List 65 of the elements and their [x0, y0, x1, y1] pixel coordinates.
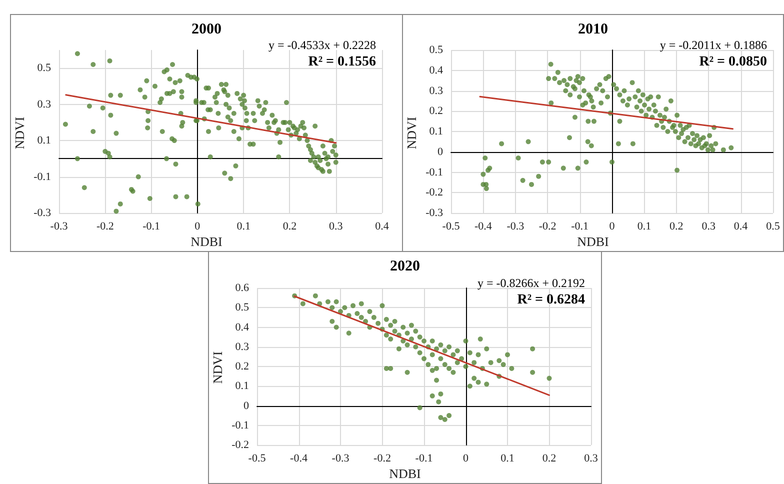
- x-tick-label: -0.5: [248, 452, 266, 464]
- y-tick-label: 0.3: [235, 340, 250, 353]
- y-tick-label: -0.1: [34, 170, 51, 183]
- x-tick-label: 0: [609, 220, 616, 232]
- y-tick-label: 0.5: [235, 302, 250, 314]
- y-tick-label: 0.2: [235, 360, 249, 372]
- x-tick-label: 0.3: [328, 220, 344, 232]
- x-tick-label: -0.3: [50, 220, 68, 232]
- y-tick-label: 0.1: [37, 134, 51, 147]
- x-tick-label: -0.3: [506, 220, 525, 232]
- x-tick-label: 0.2: [542, 452, 556, 464]
- y-tick-label: -0.3: [426, 207, 444, 219]
- x-tick-label: -0.1: [142, 220, 160, 232]
- annotation: R² = 0.1556: [308, 54, 376, 70]
- x-tick-label: -0.2: [96, 220, 114, 232]
- x-tick-label: 0.4: [734, 220, 748, 232]
- x-tick-label: -0.1: [415, 452, 433, 464]
- x-tick-label: 0.2: [282, 220, 297, 232]
- x-axis-title: NDBI: [577, 234, 609, 249]
- x-tick-label: -0.2: [374, 452, 391, 464]
- y-axis-title: NDVI: [404, 116, 419, 150]
- x-tick-label: -0.4: [474, 220, 492, 232]
- x-axis-title: NDBI: [190, 234, 222, 249]
- y-tick-label: -0.2: [426, 186, 443, 199]
- y-tick-label: 0.1: [235, 380, 249, 392]
- annotation: y = -0.2011x + 0.1886: [660, 38, 768, 52]
- y-tick-label: -0.2: [232, 439, 249, 451]
- y-tick-label: 0.4: [235, 321, 250, 334]
- chart-title: 2000: [192, 22, 222, 38]
- y-axis-title: NDVI: [210, 351, 225, 384]
- annotation: R² = 0.0850: [699, 54, 768, 70]
- y-tick-label: 0.1: [429, 126, 443, 138]
- annotation: y = -0.4533x + 0.2228: [268, 38, 376, 52]
- x-tick-label: 0: [194, 220, 201, 232]
- x-axis-title: NDBI: [389, 466, 421, 481]
- y-tick-label: 0.5: [37, 62, 52, 74]
- x-tick-label: 0.5: [766, 220, 780, 232]
- x-tick-label: 0.1: [500, 452, 514, 464]
- x-tick-label: -0.2: [538, 220, 556, 232]
- x-tick-label: 0.3: [584, 452, 598, 464]
- chart-title: 2010: [578, 22, 608, 38]
- y-tick-label: 0.4: [429, 64, 444, 76]
- x-tick-label: -0.5: [442, 220, 460, 232]
- y-tick-label: 0.5: [429, 44, 444, 56]
- x-tick-label: 0: [463, 452, 469, 464]
- y-axis-title: NDVI: [12, 116, 27, 150]
- chart-title: 2020: [390, 258, 420, 274]
- y-tick-label: -0.1: [426, 166, 443, 178]
- annotation: y = -0.8266x + 0.2192: [477, 276, 585, 290]
- x-tick-label: 0.4: [375, 220, 390, 232]
- y-tick-label: -0.1: [232, 419, 249, 432]
- x-tick-label: -0.1: [571, 220, 589, 232]
- y-tick-label: 0.2: [429, 105, 443, 118]
- y-tick-label: 0.6: [235, 282, 250, 294]
- x-tick-label: -0.4: [290, 452, 308, 464]
- x-tick-label: -0.3: [332, 452, 350, 464]
- x-tick-label: 0.3: [702, 220, 716, 232]
- y-tick-label: 0: [438, 146, 444, 158]
- x-tick-label: 0.1: [637, 220, 652, 232]
- y-tick-label: 0: [244, 400, 250, 412]
- y-tick-label: -0.3: [34, 207, 52, 219]
- y-tick-label: 0.3: [37, 98, 52, 110]
- y-tick-label: 0.3: [429, 84, 444, 97]
- x-tick-label: 0.2: [670, 220, 684, 232]
- annotation: R² = 0.6284: [517, 292, 586, 308]
